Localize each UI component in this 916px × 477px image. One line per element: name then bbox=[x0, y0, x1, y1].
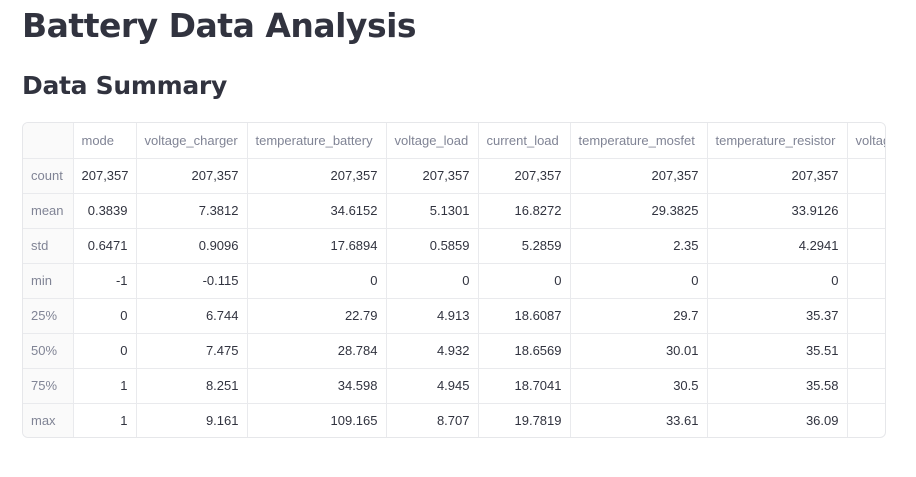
table-cell[interactable]: -1 bbox=[73, 263, 137, 299]
row-label: 50% bbox=[23, 333, 74, 369]
table-cell[interactable]: 29.7 bbox=[570, 298, 708, 334]
table-cell[interactable]: 0 bbox=[247, 263, 387, 299]
table-cell[interactable]: 0.6471 bbox=[73, 228, 137, 264]
column-header[interactable]: voltage_ bbox=[847, 123, 885, 159]
table-cell[interactable]: 33.9126 bbox=[707, 193, 848, 229]
table-cell[interactable]: 8.251 bbox=[136, 368, 248, 404]
table-cell[interactable] bbox=[847, 368, 885, 404]
table-cell[interactable] bbox=[847, 228, 885, 264]
column-header[interactable]: voltage_charger bbox=[136, 123, 248, 159]
table-cell[interactable]: 7.475 bbox=[136, 333, 248, 369]
table-cell[interactable]: -0.115 bbox=[136, 263, 248, 299]
table-row: 50% 0 7.475 28.784 4.932 18.6569 30.01 35.51 bbox=[23, 333, 885, 369]
table-cell[interactable]: 35.51 bbox=[707, 333, 848, 369]
row-label: count bbox=[23, 158, 74, 194]
table-cell[interactable]: 4.2941 bbox=[707, 228, 848, 264]
header-row: mode voltage_charger temperature_battery… bbox=[23, 123, 885, 159]
table-cell[interactable]: 0 bbox=[386, 263, 479, 299]
table-row: 75% 1 8.251 34.598 4.945 18.7041 30.5 35.58 bbox=[23, 368, 885, 404]
index-header bbox=[23, 123, 74, 159]
table-cell[interactable]: 207,357 bbox=[247, 158, 387, 194]
table-cell[interactable]: 29.3825 bbox=[570, 193, 708, 229]
table-cell[interactable] bbox=[847, 158, 885, 194]
table-cell[interactable]: 5.1301 bbox=[386, 193, 479, 229]
summary-table-container[interactable]: mode voltage_charger temperature_battery… bbox=[22, 122, 886, 438]
row-label: 75% bbox=[23, 368, 74, 404]
table-cell[interactable]: 0 bbox=[73, 333, 137, 369]
table-cell[interactable]: 7.3812 bbox=[136, 193, 248, 229]
column-header[interactable]: temperature_resistor bbox=[707, 123, 848, 159]
section-title: Data Summary bbox=[22, 71, 227, 100]
table-cell[interactable]: 34.6152 bbox=[247, 193, 387, 229]
table-cell[interactable]: 0 bbox=[570, 263, 708, 299]
table-cell[interactable]: 6.744 bbox=[136, 298, 248, 334]
table-cell[interactable]: 8.707 bbox=[386, 403, 479, 437]
row-label: min bbox=[23, 263, 74, 299]
table-cell[interactable]: 207,357 bbox=[136, 158, 248, 194]
table-cell[interactable]: 109.165 bbox=[247, 403, 387, 437]
table-cell[interactable]: 35.58 bbox=[707, 368, 848, 404]
table-cell[interactable]: 207,357 bbox=[570, 158, 708, 194]
column-header[interactable]: temperature_battery bbox=[247, 123, 387, 159]
table-cell[interactable]: 4.945 bbox=[386, 368, 479, 404]
table-cell[interactable]: 1 bbox=[73, 403, 137, 437]
column-header[interactable]: mode bbox=[73, 123, 137, 159]
column-header[interactable]: voltage_load bbox=[386, 123, 479, 159]
table-cell[interactable]: 35.37 bbox=[707, 298, 848, 334]
row-label: max bbox=[23, 403, 74, 437]
table-cell[interactable]: 0.5859 bbox=[386, 228, 479, 264]
page-title: Battery Data Analysis bbox=[22, 6, 417, 45]
table-cell[interactable]: 0 bbox=[707, 263, 848, 299]
table-row: std 0.6471 0.9096 17.6894 0.5859 5.2859 2.35 4.… bbox=[23, 228, 885, 264]
table-cell[interactable]: 1 bbox=[73, 368, 137, 404]
table-cell[interactable]: 30.5 bbox=[570, 368, 708, 404]
row-label: 25% bbox=[23, 298, 74, 334]
table-row: mean 0.3839 7.3812 34.6152 5.1301 16.8272 29.3… bbox=[23, 193, 885, 229]
table-row: min -1 -0.115 0 0 0 0 0 bbox=[23, 263, 885, 299]
table-cell[interactable] bbox=[847, 403, 885, 437]
column-header[interactable]: temperature_mosfet bbox=[570, 123, 708, 159]
table-cell[interactable]: 28.784 bbox=[247, 333, 387, 369]
table-cell[interactable]: 30.01 bbox=[570, 333, 708, 369]
table-cell[interactable]: 207,357 bbox=[386, 158, 479, 194]
table-cell[interactable] bbox=[847, 263, 885, 299]
table-cell[interactable]: 5.2859 bbox=[478, 228, 571, 264]
table-cell[interactable]: 207,357 bbox=[478, 158, 571, 194]
table-cell[interactable] bbox=[847, 333, 885, 369]
table-cell[interactable]: 36.09 bbox=[707, 403, 848, 437]
table-cell[interactable]: 0.9096 bbox=[136, 228, 248, 264]
table-cell[interactable]: 4.913 bbox=[386, 298, 479, 334]
table-row: max 1 9.161 109.165 8.707 19.7819 33.61 36.09 bbox=[23, 403, 885, 437]
table-cell[interactable]: 22.79 bbox=[247, 298, 387, 334]
table-cell[interactable]: 2.35 bbox=[570, 228, 708, 264]
table-cell[interactable]: 18.6569 bbox=[478, 333, 571, 369]
table-cell[interactable]: 34.598 bbox=[247, 368, 387, 404]
table-cell[interactable]: 18.7041 bbox=[478, 368, 571, 404]
table-cell[interactable]: 4.932 bbox=[386, 333, 479, 369]
table-cell[interactable]: 16.8272 bbox=[478, 193, 571, 229]
table-cell[interactable]: 207,357 bbox=[707, 158, 848, 194]
row-label: mean bbox=[23, 193, 74, 229]
table-cell[interactable]: 0 bbox=[73, 298, 137, 334]
table-cell[interactable]: 9.161 bbox=[136, 403, 248, 437]
table-cell[interactable]: 0 bbox=[478, 263, 571, 299]
column-header[interactable]: current_load bbox=[478, 123, 571, 159]
table-row: 25% 0 6.744 22.79 4.913 18.6087 29.7 35.37 bbox=[23, 298, 885, 334]
table-cell[interactable]: 207,357 bbox=[73, 158, 137, 194]
table-cell[interactable] bbox=[847, 298, 885, 334]
table-cell[interactable]: 17.6894 bbox=[247, 228, 387, 264]
table-cell[interactable]: 0.3839 bbox=[73, 193, 137, 229]
table-body: count 207,357 207,357 207,357 207,357 207,357… bbox=[23, 158, 885, 437]
table-cell[interactable] bbox=[847, 193, 885, 229]
table-cell[interactable]: 19.7819 bbox=[478, 403, 571, 437]
table-row: count 207,357 207,357 207,357 207,357 207,357… bbox=[23, 158, 885, 194]
table-cell[interactable]: 33.61 bbox=[570, 403, 708, 437]
row-label: std bbox=[23, 228, 74, 264]
table-cell[interactable]: 18.6087 bbox=[478, 298, 571, 334]
summary-table: mode voltage_charger temperature_battery… bbox=[23, 123, 885, 437]
